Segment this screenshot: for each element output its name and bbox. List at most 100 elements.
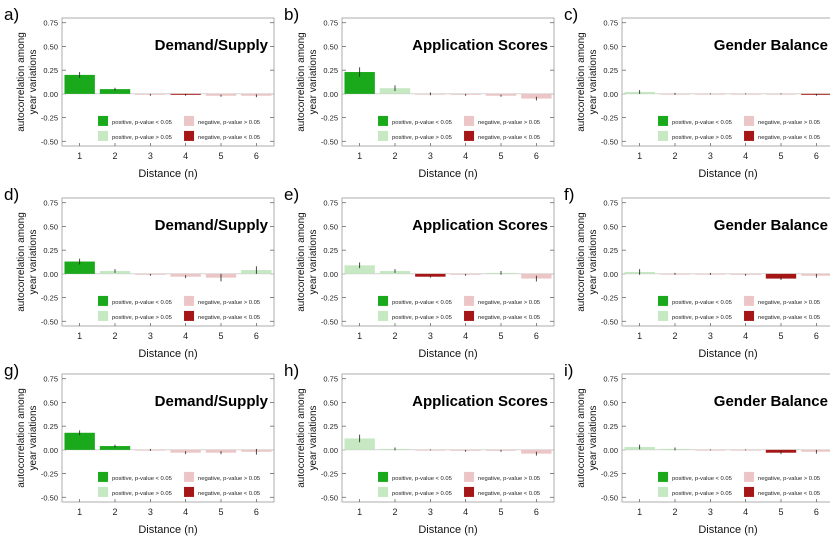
y-tick-label: -0.25 bbox=[601, 294, 618, 303]
x-tick-label: 5 bbox=[498, 331, 503, 341]
x-tick-label: 4 bbox=[463, 331, 468, 341]
legend-label-pos_sig: positive, p-value < 0.05 bbox=[672, 476, 732, 482]
x-tick-label: 2 bbox=[112, 331, 117, 341]
chart-panel-f: f) 0.75 0.50 0.25 0.00 -0.25 -0.50 autocorrelat… bbox=[564, 185, 830, 360]
y-axis-label-line1: autocorrelation among bbox=[576, 388, 587, 488]
x-tick-label: 6 bbox=[814, 507, 819, 517]
panel-letter: h) bbox=[284, 361, 299, 380]
chart-panel-h: h) 0.75 0.50 0.25 0.00 -0.25 -0.50 autocorrelat… bbox=[284, 361, 555, 536]
plot-frame bbox=[61, 373, 275, 503]
legend-label-neg_sig: negative, p-value < 0.05 bbox=[478, 135, 540, 141]
plot-frame bbox=[61, 17, 275, 147]
x-axis-label: Distance (n) bbox=[698, 348, 757, 360]
x-axis-label: Distance (n) bbox=[138, 524, 197, 536]
legend-swatch-neg_sig bbox=[464, 486, 475, 497]
legend: positive, p-value < 0.05 positive, p-valu… bbox=[98, 295, 260, 321]
y-tick-label: 0.50 bbox=[43, 42, 58, 51]
panel-letter: b) bbox=[284, 5, 299, 24]
legend-label-pos_nonsig: positive, p-value > 0.05 bbox=[392, 491, 452, 497]
y-tick-label: 0.25 bbox=[603, 422, 618, 431]
bar-2 bbox=[99, 446, 131, 450]
legend: positive, p-value < 0.05 positive, p-valu… bbox=[378, 115, 540, 141]
y-tick-label: -0.50 bbox=[321, 493, 338, 502]
y-tick-label: -0.25 bbox=[601, 114, 618, 123]
legend-label-pos_nonsig: positive, p-value > 0.05 bbox=[112, 135, 172, 141]
y-axis-label-line2: year variations bbox=[28, 49, 39, 114]
legend-swatch-pos_sig bbox=[658, 471, 669, 482]
x-tick-label: 3 bbox=[428, 151, 433, 161]
legend-swatch-pos_sig bbox=[98, 115, 109, 126]
x-axis-label: Distance (n) bbox=[698, 524, 757, 536]
legend-swatch-neg_nonsig bbox=[464, 295, 475, 306]
y-tick-label: 0.25 bbox=[43, 246, 58, 255]
plot-frame bbox=[61, 197, 275, 327]
bar-5 bbox=[765, 449, 797, 453]
x-tick-label: 3 bbox=[148, 331, 153, 341]
y-tick-label: 0.50 bbox=[43, 222, 58, 231]
x-axis-label: Distance (n) bbox=[418, 348, 477, 360]
plot-frame bbox=[341, 17, 555, 147]
chart-panel-i: i) 0.75 0.50 0.25 0.00 -0.25 -0.50 autocorrelat… bbox=[564, 361, 830, 536]
legend-label-neg_nonsig: negative, p-value > 0.05 bbox=[198, 476, 260, 482]
y-tick-label: 0.25 bbox=[603, 66, 618, 75]
legend-label-pos_nonsig: positive, p-value > 0.05 bbox=[112, 315, 172, 321]
x-tick-label: 4 bbox=[183, 151, 188, 161]
bar-1 bbox=[344, 438, 375, 450]
x-tick-label: 6 bbox=[814, 331, 819, 341]
x-tick-label: 4 bbox=[743, 507, 748, 517]
y-tick-label: 0.50 bbox=[323, 398, 338, 407]
legend-label-neg_nonsig: negative, p-value > 0.05 bbox=[478, 120, 540, 126]
legend-swatch-pos_sig bbox=[378, 295, 389, 306]
bar-1 bbox=[64, 432, 95, 450]
legend: positive, p-value < 0.05 positive, p-valu… bbox=[378, 295, 540, 321]
legend-label-neg_sig: negative, p-value < 0.05 bbox=[478, 491, 540, 497]
y-tick-label: 0.75 bbox=[603, 19, 618, 28]
legend-swatch-pos_sig bbox=[378, 115, 389, 126]
x-tick-label: 4 bbox=[463, 151, 468, 161]
legend-swatch-neg_nonsig bbox=[184, 471, 195, 482]
x-tick-label: 1 bbox=[77, 151, 82, 161]
chart-title: Application Scores bbox=[412, 393, 548, 410]
legend-swatch-neg_nonsig bbox=[184, 115, 195, 126]
legend-swatch-pos_sig bbox=[658, 115, 669, 126]
legend-label-neg_nonsig: negative, p-value > 0.05 bbox=[758, 476, 820, 482]
legend-swatch-pos_sig bbox=[378, 471, 389, 482]
x-tick-label: 6 bbox=[254, 151, 259, 161]
legend: positive, p-value < 0.05 positive, p-valu… bbox=[658, 295, 820, 321]
chart-title: Gender Balance bbox=[714, 217, 828, 234]
x-tick-label: 3 bbox=[148, 151, 153, 161]
x-tick-label: 5 bbox=[498, 151, 503, 161]
x-tick-label: 1 bbox=[637, 507, 642, 517]
x-tick-label: 4 bbox=[183, 507, 188, 517]
y-tick-label: 0.75 bbox=[323, 199, 338, 208]
y-tick-label: 0.25 bbox=[603, 246, 618, 255]
legend-label-pos_sig: positive, p-value < 0.05 bbox=[392, 476, 452, 482]
y-tick-label: 0.25 bbox=[323, 66, 338, 75]
x-tick-label: 1 bbox=[637, 151, 642, 161]
x-tick-label: 5 bbox=[778, 331, 783, 341]
legend-swatch-neg_sig bbox=[184, 486, 195, 497]
bar-1 bbox=[344, 72, 375, 94]
y-axis-label-line1: autocorrelation among bbox=[16, 388, 27, 488]
y-tick-label: 0.50 bbox=[603, 222, 618, 231]
x-tick-label: 4 bbox=[743, 151, 748, 161]
x-tick-label: 3 bbox=[428, 331, 433, 341]
y-tick-label: -0.50 bbox=[321, 137, 338, 146]
y-axis-label-line1: autocorrelation among bbox=[16, 32, 27, 132]
x-tick-label: 5 bbox=[218, 507, 223, 517]
x-tick-label: 2 bbox=[112, 507, 117, 517]
x-tick-label: 2 bbox=[672, 151, 677, 161]
legend-swatch-neg_sig bbox=[464, 310, 475, 321]
legend-swatch-pos_nonsig bbox=[658, 130, 669, 141]
bar-6 bbox=[801, 273, 830, 276]
legend-swatch-neg_nonsig bbox=[744, 115, 755, 126]
x-tick-label: 2 bbox=[672, 507, 677, 517]
bar-1 bbox=[64, 74, 95, 94]
chart-title: Demand/Supply bbox=[155, 393, 269, 410]
x-tick-label: 6 bbox=[534, 507, 539, 517]
chart-panel-c: c) 0.75 0.50 0.25 0.00 -0.25 -0.50 autocorrelat… bbox=[564, 5, 830, 180]
legend-swatch-neg_nonsig bbox=[464, 115, 475, 126]
x-tick-label: 1 bbox=[77, 507, 82, 517]
y-axis-label-line1: autocorrelation among bbox=[296, 32, 307, 132]
